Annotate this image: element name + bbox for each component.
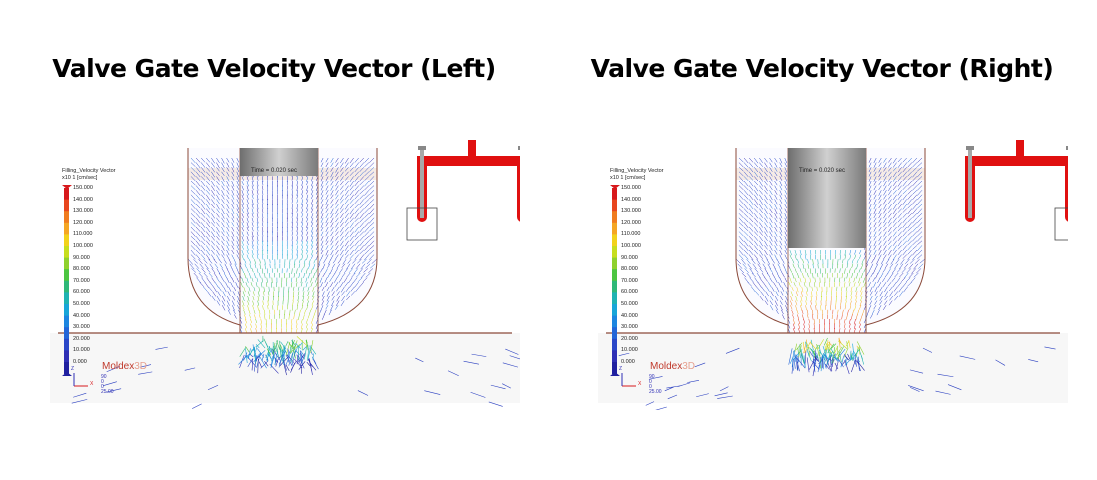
valve-pin [240,148,318,176]
legend-tick-label: 140.000 [73,196,93,203]
legend-tick-label: 0.000 [73,359,87,365]
moldex3d-logo: Moldex3D [650,361,696,372]
view-angle-label: 0 [649,384,652,390]
panel-right: Valve Gate Velocity Vector (Right) Time … [548,0,1096,480]
axis-z-label: Z [71,366,75,372]
view-angle-label: 25.00 [649,389,662,395]
axis-triad [621,373,636,387]
legend-tick-label: 110.000 [621,231,641,238]
legend-tick-label: 100.000 [73,243,93,249]
view-angle-label: 0 [649,379,652,385]
legend-tick-label: 70.000 [73,277,90,284]
axis-x-label: X [90,381,94,387]
legend-tick-label: 30.000 [73,324,90,331]
simulation-view: Time = 0.020 sec Filling_Velocity Vector x… [598,140,1068,410]
view-angle-label: 90 [101,374,107,380]
velocity-vector-plot [50,140,520,409]
time-label: Time = 0.020 sec [799,168,845,174]
legend-tick-label: 120.000 [73,219,93,226]
legend-tick-label: 80.000 [621,266,638,273]
legend-tick-label: 50.000 [73,301,90,307]
legend-tick-label: 60.000 [621,289,638,296]
legend-tick-label: 10.000 [73,347,90,354]
simulation-view: Time = 0.020 sec Filling_Velocity Vector x… [50,140,520,410]
legend-title: Filling_Velocity Vector [62,168,116,174]
axis-z-label: Z [619,366,623,372]
legend-tick-label: 150.000 [621,185,641,191]
legend-tick-label: 80.000 [73,266,90,273]
time-label: Time = 0.020 sec [251,168,297,174]
view-angle-label: 90 [649,374,655,380]
manifold-icon [965,140,1068,241]
legend-tick-label: 30.000 [621,324,638,331]
panel-title: Valve Gate Velocity Vector (Left) [52,54,496,83]
legend-tick-label: 130.000 [621,208,641,215]
legend-tick-label: 40.000 [73,312,90,319]
legend-tick-label: 90.000 [621,254,638,261]
legend-tick-label: 90.000 [73,254,90,261]
view-angle-label: 0 [101,384,104,390]
color-legend-bar [62,185,72,376]
legend-tick-label: 10.000 [621,347,638,354]
legend-tick-label: 0.000 [621,359,635,365]
view-angle-label: 25.00 [101,389,114,395]
legend-tick-label: 140.000 [621,196,641,203]
legend-tick-label: 40.000 [621,312,638,319]
moldex3d-logo: Moldex3D [102,361,148,372]
legend-tick-label: 50.000 [621,301,638,307]
legend-tick-label: 120.000 [621,219,641,226]
highlighted-gate-box [406,207,438,241]
legend-tick-label: 100.000 [621,243,641,249]
legend-tick-label: 110.000 [73,231,93,238]
legend-scale: x10 1 [cm/sec] [62,175,98,181]
legend-title: Filling_Velocity Vector [610,168,664,174]
color-legend-bar [610,185,620,376]
legend-tick-label: 20.000 [73,335,90,342]
legend-tick-label: 60.000 [73,289,90,296]
highlighted-gate-box [1054,207,1068,241]
axis-triad [73,373,88,387]
legend-scale: x10 1 [cm/sec] [610,175,646,181]
legend-tick-label: 130.000 [73,208,93,215]
panel-left: Valve Gate Velocity Vector (Left) Time =… [0,0,548,480]
view-angle-label: 0 [101,379,104,385]
legend-tick-label: 20.000 [621,335,638,342]
axis-x-label: X [638,381,642,387]
manifold-icon [406,140,520,241]
legend-tick-label: 150.000 [73,185,93,191]
legend-tick-label: 70.000 [621,277,638,284]
panel-title: Valve Gate Velocity Vector (Right) [590,54,1054,83]
velocity-vector-plot [598,140,1068,410]
valve-pin [788,148,866,248]
